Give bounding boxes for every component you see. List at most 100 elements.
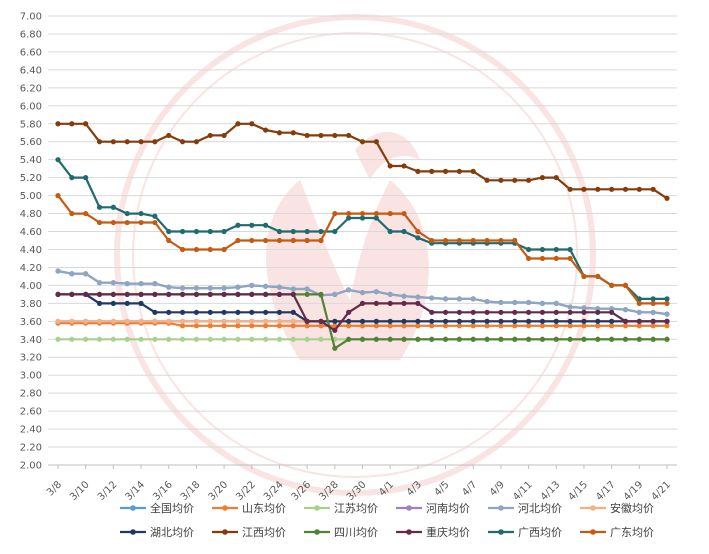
data-point [581, 305, 587, 311]
series-lines [55, 121, 670, 351]
data-point [359, 210, 366, 217]
data-point [276, 228, 283, 235]
data-point [595, 186, 601, 192]
data-point [276, 336, 283, 342]
data-point [207, 246, 213, 253]
legend-marker [130, 529, 136, 535]
data-point [193, 246, 200, 253]
data-point [387, 291, 393, 297]
data-point [664, 300, 670, 306]
data-point [193, 323, 200, 329]
data-point [207, 323, 213, 329]
data-point [456, 237, 462, 244]
data-point [525, 309, 532, 315]
data-point [124, 281, 130, 287]
y-tick-label: 3.00 [20, 371, 42, 382]
data-point [304, 318, 310, 324]
data-point [470, 296, 476, 302]
data-point [664, 323, 670, 329]
x-tick-label: 4/11 [511, 479, 535, 503]
data-point [55, 193, 61, 199]
data-point [567, 304, 573, 310]
x-tick-label: 4/17 [594, 479, 618, 503]
data-point [664, 336, 670, 342]
data-point [664, 311, 670, 317]
data-point [207, 336, 213, 342]
data-point [401, 210, 407, 217]
x-tick-label: 3/10 [68, 479, 92, 503]
legend-label: 广西均价 [518, 526, 562, 539]
data-point [193, 291, 200, 297]
data-point [96, 219, 103, 226]
data-point [346, 132, 352, 139]
data-point [332, 318, 338, 324]
data-point [429, 318, 435, 324]
y-tick-label: 5.80 [20, 119, 42, 130]
data-point [55, 268, 61, 274]
data-point [346, 336, 352, 342]
data-point [96, 280, 103, 286]
data-point [166, 318, 172, 324]
data-point [83, 336, 89, 342]
series-重庆均价 [55, 291, 670, 333]
legend-item: 江西均价 [212, 526, 286, 539]
data-point [235, 237, 241, 244]
data-point [207, 228, 213, 235]
data-point [152, 281, 158, 287]
data-point [429, 295, 435, 301]
data-point [609, 309, 615, 315]
data-point [124, 318, 130, 324]
data-point [539, 318, 546, 324]
data-point [539, 175, 546, 181]
x-tick-label: 4/15 [566, 479, 590, 503]
data-point [636, 336, 642, 342]
data-point [415, 300, 421, 306]
data-point [263, 323, 269, 329]
data-point [525, 299, 532, 306]
data-point [235, 336, 241, 342]
series-湖北均价 [55, 291, 670, 324]
legend-label: 四川均价 [334, 526, 378, 539]
legend-item: 安徽均价 [580, 501, 654, 515]
data-point [263, 283, 269, 289]
legend-label: 河南均价 [426, 502, 470, 515]
data-point [484, 237, 490, 244]
data-point [636, 300, 642, 306]
data-point [110, 336, 116, 342]
legend-label: 江苏均价 [334, 502, 378, 515]
data-point [69, 271, 75, 277]
data-point [373, 323, 379, 329]
data-point [636, 323, 642, 329]
data-point [359, 323, 366, 329]
data-point [442, 323, 449, 329]
series-广东均价 [55, 193, 670, 306]
legend-label: 河北均价 [518, 502, 562, 515]
data-point [373, 336, 379, 342]
data-point [650, 296, 656, 302]
data-point [539, 336, 546, 342]
data-point [346, 318, 352, 324]
data-point [650, 300, 656, 306]
data-point [179, 309, 186, 315]
data-point [166, 228, 172, 235]
data-point [152, 291, 158, 297]
legend-marker [314, 529, 320, 535]
x-tick-label: 3/14 [124, 479, 148, 503]
data-point [498, 323, 504, 329]
data-point [581, 186, 587, 192]
data-point [470, 168, 476, 174]
data-point [235, 291, 241, 297]
x-tick-label: 3/16 [151, 479, 175, 503]
y-tick-label: 3.20 [20, 353, 42, 364]
data-point [525, 336, 532, 342]
data-point [636, 186, 642, 192]
data-point [567, 336, 573, 342]
data-point [96, 336, 103, 342]
data-point [152, 219, 158, 226]
data-point [138, 281, 144, 287]
data-point [179, 228, 186, 235]
data-point [415, 336, 421, 342]
data-point [415, 318, 421, 324]
data-point [387, 300, 393, 306]
